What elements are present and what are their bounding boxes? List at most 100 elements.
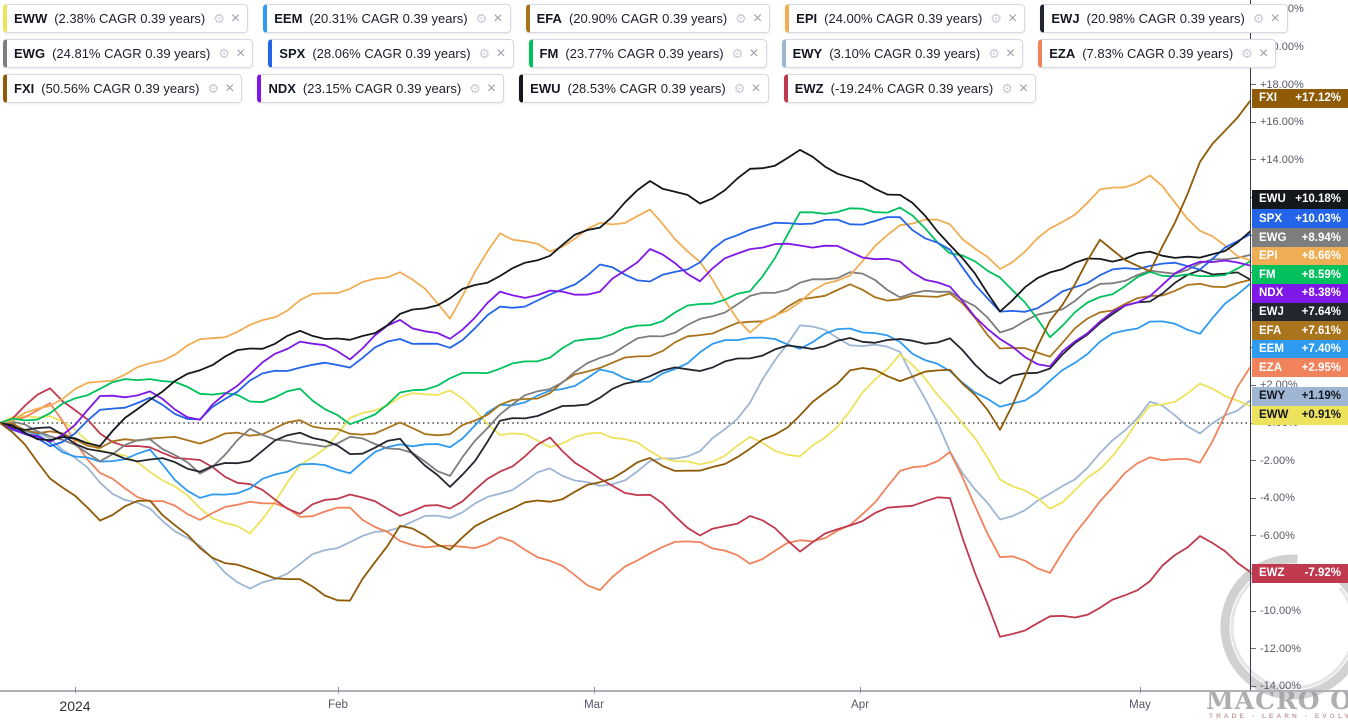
chip-settings-icon[interactable]: ⚙ bbox=[1001, 80, 1013, 96]
price-axis-tick: +16.00% bbox=[1251, 116, 1304, 128]
legend-cagr-label: (23.15% CAGR 0.39 years) bbox=[302, 81, 462, 96]
legend-chip-fxi[interactable]: FXI (50.56% CAGR 0.39 years) ⚙ × bbox=[3, 74, 243, 103]
series-line-fxi[interactable] bbox=[0, 100, 1250, 602]
tick-dash bbox=[1251, 84, 1256, 86]
time-axis-tick bbox=[1140, 687, 1141, 693]
chip-settings-icon[interactable]: ⚙ bbox=[988, 45, 1000, 61]
legend-chip-eww[interactable]: EWW (2.38% CAGR 0.39 years) ⚙ × bbox=[3, 4, 249, 33]
series-line-eww[interactable] bbox=[0, 353, 1250, 535]
chip-settings-icon[interactable]: ⚙ bbox=[469, 80, 481, 96]
price-axis-label: +16.00% bbox=[1260, 116, 1304, 129]
price-axis-tick: -2.00% bbox=[1251, 455, 1295, 467]
legend-ticker: FM bbox=[539, 46, 559, 61]
series-line-ewz[interactable] bbox=[0, 387, 1250, 638]
series-line-eem[interactable] bbox=[0, 282, 1250, 499]
time-axis[interactable]: 2024 Feb Mar Apr May bbox=[0, 687, 1348, 722]
chip-close-icon[interactable]: × bbox=[751, 79, 761, 97]
badge-ticker: FXI bbox=[1259, 92, 1277, 104]
chip-close-icon[interactable]: × bbox=[1005, 44, 1016, 62]
series-line-fm[interactable] bbox=[0, 206, 1250, 426]
legend-cagr-label: (-19.24% CAGR 0.39 years) bbox=[830, 81, 994, 96]
badge-ticker: EWY bbox=[1259, 390, 1286, 402]
chip-close-icon[interactable]: × bbox=[1270, 9, 1280, 27]
legend-chip-eem[interactable]: EEM (20.31% CAGR 0.39 years) ⚙ × bbox=[263, 4, 511, 33]
legend-ticker: EWY bbox=[792, 46, 823, 61]
legend-cagr-label: (20.31% CAGR 0.39 years) bbox=[309, 11, 468, 26]
legend-chip-epi[interactable]: EPI (24.00% CAGR 0.39 years) ⚙ × bbox=[785, 4, 1026, 33]
chip-close-icon[interactable]: × bbox=[1018, 79, 1029, 97]
legend-chip-ewy[interactable]: EWY (3.10% CAGR 0.39 years) ⚙ × bbox=[781, 39, 1024, 68]
badge-value: +2.95% bbox=[1301, 361, 1341, 374]
chip-settings-icon[interactable]: ⚙ bbox=[731, 45, 744, 61]
legend-chip-spx[interactable]: SPX (28.06% CAGR 0.39 years) ⚙ × bbox=[268, 39, 514, 68]
price-axis-label: +18.00% bbox=[1260, 78, 1304, 91]
badge-value: +0.91% bbox=[1301, 409, 1341, 421]
chip-settings-icon[interactable]: ⚙ bbox=[733, 80, 746, 96]
price-axis-tick: -12.00% bbox=[1251, 643, 1301, 655]
series-line-spx[interactable] bbox=[0, 216, 1250, 448]
chip-close-icon[interactable]: × bbox=[493, 9, 503, 27]
tick-dash bbox=[1251, 460, 1256, 462]
chip-settings-icon[interactable]: ⚙ bbox=[218, 45, 230, 61]
chip-close-icon[interactable]: × bbox=[225, 79, 235, 97]
legend-ticker: EWG bbox=[14, 46, 46, 61]
price-badge-ewj: EWJ +7.64% bbox=[1252, 302, 1348, 321]
legend-ticker: FXI bbox=[14, 81, 35, 96]
chip-close-icon[interactable]: × bbox=[230, 9, 241, 27]
series-line-epi[interactable] bbox=[0, 174, 1250, 424]
chip-settings-icon[interactable]: ⚙ bbox=[1252, 10, 1265, 26]
tick-dash bbox=[1251, 610, 1256, 612]
chip-close-icon[interactable]: × bbox=[1008, 9, 1018, 27]
chip-settings-icon[interactable]: ⚙ bbox=[990, 10, 1003, 26]
chip-settings-icon[interactable]: ⚙ bbox=[735, 10, 747, 26]
legend-ticker: EWW bbox=[14, 11, 48, 26]
series-line-efa[interactable] bbox=[0, 278, 1250, 449]
price-badge-efa: EFA +7.61% bbox=[1252, 321, 1348, 340]
time-axis-label-2024: 2024 bbox=[59, 698, 91, 714]
price-axis[interactable]: +22.00%+20.00%+18.00%+16.00%+14.00%+12.0… bbox=[1250, 0, 1348, 692]
legend-ticker: SPX bbox=[279, 46, 306, 61]
chip-settings-icon[interactable]: ⚙ bbox=[478, 45, 491, 61]
badge-value: +8.59% bbox=[1301, 268, 1341, 281]
series-line-ewu[interactable] bbox=[0, 148, 1250, 448]
badge-ticker: EZA bbox=[1259, 361, 1282, 374]
badge-ticker: EWJ bbox=[1259, 305, 1284, 318]
chip-settings-icon[interactable]: ⚙ bbox=[207, 80, 220, 96]
legend-chip-ewu[interactable]: EWU (28.53% CAGR 0.39 years) ⚙ × bbox=[519, 74, 769, 103]
series-line-eza[interactable] bbox=[0, 366, 1250, 591]
legend-chip-efa[interactable]: EFA (20.90% CAGR 0.39 years) ⚙ × bbox=[525, 4, 771, 33]
badge-ticker: SPX bbox=[1259, 212, 1283, 225]
legend-ticker: NDX bbox=[268, 81, 296, 96]
legend-cagr-label: (24.81% CAGR 0.39 years) bbox=[52, 46, 211, 61]
time-axis-tick bbox=[338, 687, 339, 693]
legend-cagr-label: (20.98% CAGR 0.39 years) bbox=[1086, 11, 1245, 26]
chip-close-icon[interactable]: × bbox=[496, 44, 506, 62]
chip-close-icon[interactable]: × bbox=[1258, 44, 1269, 62]
legend-chip-eza[interactable]: EZA (7.83% CAGR 0.39 years) ⚙ × bbox=[1038, 39, 1277, 68]
series-line-ewj[interactable] bbox=[0, 269, 1250, 488]
chip-close-icon[interactable]: × bbox=[486, 79, 497, 97]
chip-settings-icon[interactable]: ⚙ bbox=[475, 10, 488, 26]
badge-value: +7.40% bbox=[1301, 343, 1341, 355]
chip-settings-icon[interactable]: ⚙ bbox=[213, 10, 225, 26]
chip-close-icon[interactable]: × bbox=[752, 9, 763, 27]
legend-chip-ewj[interactable]: EWJ (20.98% CAGR 0.39 years) ⚙ × bbox=[1040, 4, 1288, 33]
series-line-ewy[interactable] bbox=[0, 324, 1250, 590]
legend-chip-ewz[interactable]: EWZ (-19.24% CAGR 0.39 years) ⚙ × bbox=[783, 74, 1037, 103]
price-axis-tick: +14.00% bbox=[1251, 154, 1304, 166]
badge-value: +8.66% bbox=[1301, 250, 1341, 262]
chip-close-icon[interactable]: × bbox=[749, 44, 759, 62]
legend-chip-ewg[interactable]: EWG (24.81% CAGR 0.39 years) ⚙ × bbox=[3, 39, 254, 68]
chart-canvas[interactable] bbox=[0, 0, 1250, 690]
legend-row-2: EWG (24.81% CAGR 0.39 years) ⚙ × SPX (28.06% … bbox=[3, 39, 1291, 68]
legend-cagr-label: (28.06% CAGR 0.39 years) bbox=[312, 46, 471, 61]
series-line-ndx[interactable] bbox=[0, 242, 1250, 443]
price-badge-eza: EZA +2.95% bbox=[1252, 358, 1348, 377]
legend-chip-fm[interactable]: FM (23.77% CAGR 0.39 years) ⚙ × bbox=[528, 39, 767, 68]
chip-settings-icon[interactable]: ⚙ bbox=[1241, 45, 1253, 61]
badge-value: -7.92% bbox=[1304, 567, 1341, 579]
chip-close-icon[interactable]: × bbox=[235, 44, 246, 62]
series-line-ewg[interactable] bbox=[0, 253, 1250, 477]
legend-chip-ndx[interactable]: NDX (23.15% CAGR 0.39 years) ⚙ × bbox=[257, 74, 505, 103]
